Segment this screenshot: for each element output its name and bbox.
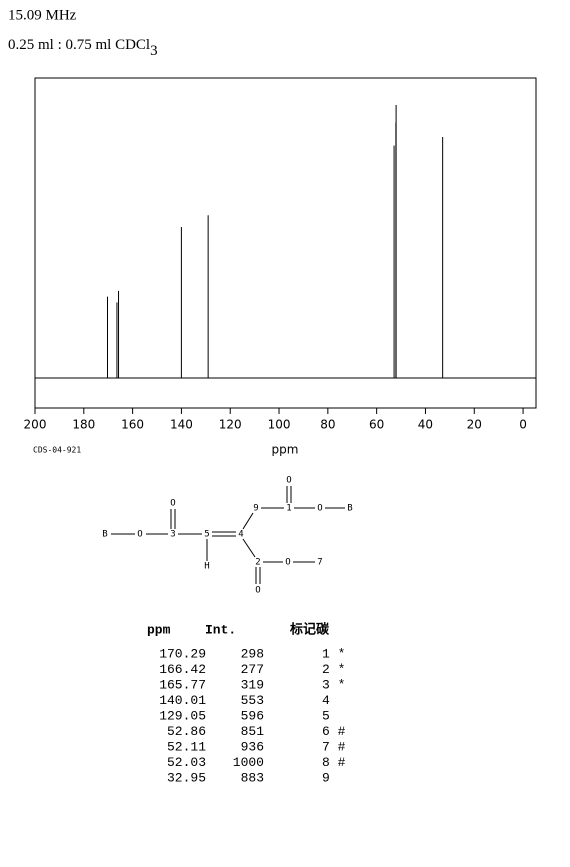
- table-intensity: 553: [241, 693, 264, 708]
- x-tick-label: 100: [268, 418, 291, 432]
- table-assignment: 2 *: [322, 662, 345, 677]
- x-tick-label: 0: [519, 418, 527, 432]
- atom-label: B: [347, 504, 352, 514]
- table-ppm: 140.01: [159, 693, 206, 708]
- x-tick-label: 20: [467, 418, 482, 432]
- atom-label: 3: [170, 530, 175, 540]
- spectrum-code: CDS-04-921: [33, 446, 81, 455]
- table-intensity: 883: [241, 770, 264, 785]
- x-tick-label: 80: [320, 418, 335, 432]
- table-ppm: 32.95: [167, 770, 206, 785]
- atom-label: 1: [286, 504, 291, 514]
- atom-label: O: [255, 586, 260, 596]
- table-assignment: 9: [322, 770, 330, 785]
- x-axis-label: ppm: [272, 443, 299, 457]
- plot-frame: [34, 77, 537, 409]
- table-ppm: 129.05: [159, 708, 206, 723]
- table-header: ppm: [147, 622, 171, 637]
- bond: [242, 512, 254, 530]
- table-intensity: 319: [241, 677, 264, 692]
- x-tick-label: 40: [418, 418, 433, 432]
- table-intensity: 596: [241, 708, 264, 723]
- table-header: Int.: [205, 622, 236, 637]
- table-ppm: 170.29: [159, 646, 206, 661]
- table-assignment: 3 *: [322, 677, 345, 692]
- solvent: 0.25 ml : 0.75 ml CDCl3: [8, 37, 158, 59]
- table-assignment: 7 #: [322, 739, 346, 754]
- x-tick-label: 180: [72, 418, 95, 432]
- table-assignment: 8 #: [322, 755, 346, 770]
- table-header: 标记碳: [289, 621, 330, 637]
- table-assignment: 4: [322, 693, 330, 708]
- atom-label: 2: [255, 558, 260, 568]
- solvent-subscript: 3: [150, 43, 158, 59]
- atom-label: 7: [317, 558, 322, 568]
- atom-label: B: [102, 530, 107, 540]
- x-tick-label: 200: [24, 418, 47, 432]
- table-ppm: 52.03: [167, 755, 206, 770]
- atom-label: O: [317, 504, 322, 514]
- frequency: 15.09 MHz: [8, 7, 77, 23]
- x-tick-label: 120: [219, 418, 242, 432]
- table-ppm: 165.77: [159, 677, 206, 692]
- table-assignment: 6 #: [322, 724, 346, 739]
- solvent-text: 0.25 ml : 0.75 ml CDCl: [8, 37, 150, 53]
- table-ppm: 52.86: [167, 724, 206, 739]
- table-intensity: 277: [241, 662, 264, 677]
- bond: [242, 538, 256, 558]
- table-intensity: 298: [241, 646, 264, 661]
- table-ppm: 166.42: [159, 662, 206, 677]
- x-tick-label: 60: [369, 418, 384, 432]
- atom-label: 5: [204, 530, 209, 540]
- structure-bonds: [111, 486, 345, 584]
- atom-label: H: [204, 562, 209, 572]
- atom-label: O: [285, 558, 290, 568]
- table-intensity: 936: [241, 739, 264, 754]
- atom-label: O: [137, 530, 142, 540]
- x-tick-label: 140: [170, 418, 193, 432]
- table-assignment: 1 *: [322, 646, 345, 661]
- atom-label: O: [286, 476, 291, 486]
- table-intensity: 851: [241, 724, 265, 739]
- x-tick-label: 160: [121, 418, 144, 432]
- atom-label: 9: [253, 504, 258, 514]
- table-assignment: 5: [322, 708, 330, 723]
- atom-label: 4: [238, 530, 243, 540]
- table-intensity: 1000: [233, 755, 264, 770]
- atom-label: O: [170, 499, 175, 509]
- table-ppm: 52.11: [167, 739, 206, 754]
